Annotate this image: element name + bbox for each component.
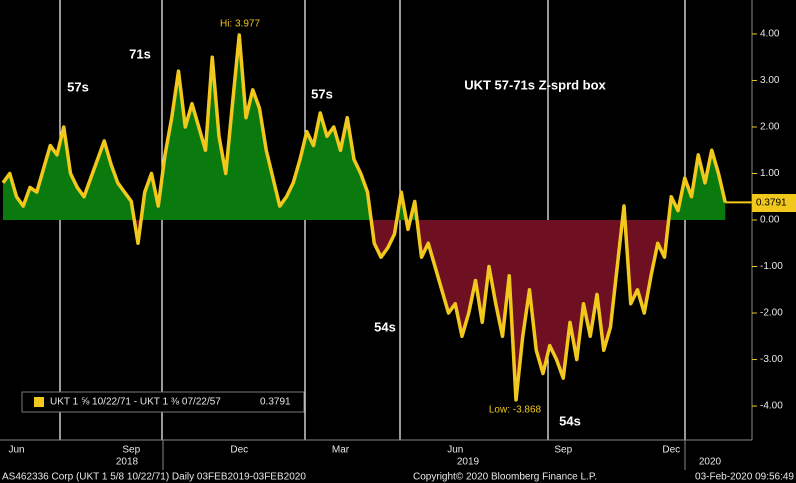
legend-swatch (34, 397, 44, 407)
legend-value: 0.3791 (260, 397, 291, 408)
y-tick-label: -3.00 (760, 354, 783, 365)
y-tick-label: -4.00 (760, 401, 783, 412)
footer-center: Copyright© 2020 Bloomberg Finance L.P. (413, 472, 597, 483)
annotation: 57s (67, 79, 89, 94)
y-tick-label: -2.00 (760, 308, 783, 319)
y-tick-label: 4.00 (760, 29, 780, 40)
x-tick-label: Dec (230, 445, 248, 456)
year-label: 2019 (457, 457, 480, 468)
annotation: 54s (559, 413, 581, 428)
annotation: 71s (129, 46, 151, 61)
x-tick-label: Jun (8, 445, 24, 456)
legend-label: UKT 1 ⅝ 10/22/71 - UKT 1 ⅜ 07/22/57 (50, 397, 221, 408)
annotation: 57s (311, 86, 333, 101)
x-tick-label: Dec (662, 445, 680, 456)
hi-label: Hi: 3.977 (220, 19, 260, 30)
x-tick-label: Mar (332, 445, 350, 456)
legend: UKT 1 ⅝ 10/22/71 - UKT 1 ⅜ 07/22/57 0.37… (21, 391, 305, 413)
chart-title: UKT 57-71s Z-sprd box (464, 77, 606, 92)
low-label: Low: -3.868 (489, 405, 542, 416)
y-tick-label: 3.00 (760, 75, 780, 86)
line (1, 33, 727, 402)
y-tick-label: 2.00 (760, 122, 780, 133)
x-tick-label: Sep (122, 445, 140, 456)
x-tick-label: Sep (554, 445, 572, 456)
annotation: 54s (374, 319, 396, 334)
area-negative (3, 220, 726, 400)
y-tick-label: -1.00 (760, 261, 783, 272)
last-value-box (752, 194, 796, 212)
footer-right: 03-Feb-2020 09:56:49 (695, 472, 794, 483)
legend-box (21, 391, 305, 413)
x-tick-label: Jun (447, 445, 463, 456)
year-label: 2018 (116, 457, 139, 468)
y-tick-label: 1.00 (760, 168, 780, 179)
footer-left: AS462336 Corp (UKT 1 5/8 10/22/71) Daily… (2, 472, 306, 483)
last-value-label: 0.3791 (756, 198, 787, 209)
y-tick-label: 0.00 (760, 215, 780, 226)
year-label: 2020 (699, 457, 722, 468)
area-positive (3, 35, 726, 220)
